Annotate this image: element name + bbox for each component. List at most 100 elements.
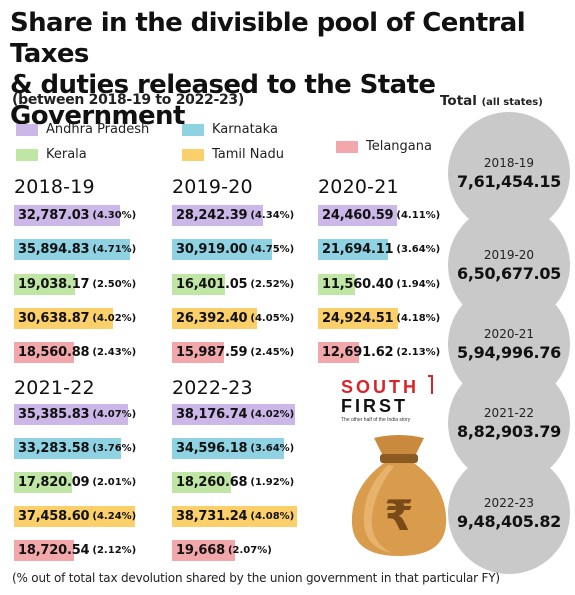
footnote: (% out of total tax devolution shared by… bbox=[12, 571, 500, 585]
bar-tamil-nadu: 30,638.87 (4.02%) bbox=[14, 307, 136, 329]
bar-percent-label: (3.64%) bbox=[396, 244, 441, 256]
bar-value-label: 24,460.59 bbox=[322, 208, 394, 223]
legend-label: Karnataka bbox=[212, 122, 278, 137]
legend-label: Telangana bbox=[366, 139, 432, 154]
total-value: 6,50,677.05 bbox=[457, 263, 561, 283]
total-value: 8,82,903.79 bbox=[457, 421, 561, 441]
bar-value-label: 30,638.87 bbox=[18, 310, 90, 326]
legend-swatch bbox=[16, 148, 38, 161]
bar-value-label: 21,694.11 bbox=[322, 242, 394, 258]
bar-value-label: 15,987.59 bbox=[176, 345, 248, 361]
total-year: 2018-19 bbox=[483, 155, 535, 170]
legend-swatch bbox=[336, 140, 358, 153]
legend-swatch bbox=[182, 123, 204, 136]
bar-tamil-nadu: 37,458.60 (4.24%) bbox=[14, 506, 137, 527]
bar-percent-label: (4.18%) bbox=[396, 312, 441, 324]
logo-word-2: FIRST bbox=[341, 396, 408, 416]
bar-value-label: 18,720.54 bbox=[18, 543, 90, 558]
period-subtitle: (between 2018-19 to 2022-23) bbox=[12, 92, 244, 108]
bar-percent-label: (4.71%) bbox=[92, 244, 137, 256]
bar-percent-label: (2.13%) bbox=[396, 347, 441, 359]
bar-andhra-pradesh: 38,176.74 (4.02%) bbox=[172, 404, 295, 425]
bar-value-label: 28,242.39 bbox=[176, 208, 248, 223]
bar-karnataka: 33,283.58 (3.76%) bbox=[14, 438, 136, 459]
bar-percent-label: (2.43%) bbox=[92, 347, 137, 359]
year-label: 2018-19 bbox=[14, 176, 95, 198]
legend-item: Karnataka bbox=[182, 122, 278, 137]
bar-kerala: 17,820.09 (2.01%) bbox=[14, 472, 136, 493]
legend-label: Kerala bbox=[46, 147, 87, 162]
bar-value-label: 16,401.05 bbox=[176, 276, 248, 292]
year-label: 2020-21 bbox=[318, 176, 399, 198]
bar-telangana: 19,668 (2.07%) bbox=[172, 540, 272, 561]
total-value: 9,48,405.82 bbox=[457, 511, 561, 531]
totals-header-sub: (all states) bbox=[481, 97, 543, 108]
bar-percent-label: (4.02%) bbox=[92, 312, 137, 324]
totals-header: Total (all states) bbox=[440, 93, 543, 109]
bar-value-label: 18,560.88 bbox=[18, 345, 90, 361]
bar-percent-label: (4.24%) bbox=[92, 511, 137, 522]
year-label: 2021-22 bbox=[14, 377, 95, 399]
bar-karnataka: 34,596.18 (3.64%) bbox=[172, 438, 294, 459]
bar-percent-label: (3.76%) bbox=[92, 443, 137, 454]
bar-telangana: 12,691.62 (2.13%) bbox=[318, 342, 440, 364]
bar-percent-label: (2.12%) bbox=[92, 545, 137, 556]
bar-kerala: 19,038.17 (2.50%) bbox=[14, 273, 136, 295]
bar-kerala: 16,401.05 (2.52%) bbox=[172, 273, 294, 295]
bar-percent-label: (3.64%) bbox=[250, 443, 295, 454]
legend-label: Tamil Nadu bbox=[212, 147, 284, 162]
bar-andhra-pradesh: 32,787.03 (4.30%) bbox=[14, 205, 136, 226]
legend-label: Andhra Pradesh bbox=[46, 122, 150, 137]
legend-item: Kerala bbox=[16, 147, 87, 162]
logo-tagline: The other half of the India story bbox=[341, 417, 411, 423]
bar-percent-label: (4.07%) bbox=[92, 409, 137, 420]
year-label: 2019-20 bbox=[172, 176, 253, 198]
total-year: 2020-21 bbox=[483, 326, 535, 341]
bar-value-label: 18,260.68 bbox=[176, 475, 248, 490]
bar-percent-label: (2.52%) bbox=[250, 278, 295, 290]
bar-karnataka: 30,919.00 (4.75%) bbox=[172, 239, 294, 261]
bar-percent-label: (2.07%) bbox=[227, 545, 272, 556]
title-line-2: & duties released to the State Governmen… bbox=[10, 70, 436, 131]
bar-percent-label: (1.92%) bbox=[250, 477, 295, 488]
bar-telangana: 18,720.54 (2.12%) bbox=[14, 540, 136, 561]
bar-percent-label: (4.11%) bbox=[396, 210, 441, 221]
bar-value-label: 24,924.51 bbox=[322, 310, 394, 326]
bar-value-label: 26,392.40 bbox=[176, 310, 248, 326]
bar-percent-label: (2.45%) bbox=[250, 347, 295, 359]
bar-value-label: 33,283.58 bbox=[18, 441, 90, 456]
total-year: 2019-20 bbox=[483, 247, 535, 262]
total-circle: 2022-23 9,48,405.82 bbox=[448, 452, 570, 574]
bar-tamil-nadu: 38,731.24 (4.08%) bbox=[172, 506, 297, 527]
bar-value-label: 35,385.83 bbox=[18, 407, 90, 422]
bar-value-label: 32,787.03 bbox=[18, 208, 90, 223]
bar-tamil-nadu: 24,924.51 (4.18%) bbox=[318, 307, 440, 329]
legend-swatch bbox=[182, 148, 204, 161]
totals-header-label: Total bbox=[440, 93, 477, 109]
bar-percent-label: (4.30%) bbox=[92, 210, 137, 221]
bar-percent-label: (2.01%) bbox=[92, 477, 137, 488]
legend-item: Andhra Pradesh bbox=[16, 122, 149, 137]
total-year: 2022-23 bbox=[483, 495, 535, 510]
bar-value-label: 11,560.40 bbox=[322, 276, 394, 292]
infographic-title: Share in the divisible pool of Central T… bbox=[10, 8, 570, 132]
legend-item: Telangana bbox=[336, 139, 432, 154]
bar-karnataka: 35,894.83 (4.71%) bbox=[14, 239, 136, 261]
bar-kerala: 11,560.40 (1.94%) bbox=[318, 273, 440, 295]
bar-percent-label: (1.94%) bbox=[396, 278, 441, 290]
bar-value-label: 30,919.00 bbox=[176, 242, 248, 258]
bar-value-label: 12,691.62 bbox=[322, 345, 394, 361]
bar-percent-label: (4.05%) bbox=[250, 312, 295, 324]
bar-andhra-pradesh: 28,242.39 (4.34%) bbox=[172, 205, 294, 226]
bar-value-label: 19,668 bbox=[176, 543, 225, 558]
svg-text:₹: ₹ bbox=[384, 491, 413, 540]
total-value: 5,94,996.76 bbox=[457, 342, 561, 362]
bar-value-label: 37,458.60 bbox=[18, 509, 90, 524]
bar-value-label: 38,176.74 bbox=[176, 407, 248, 422]
total-year: 2021-22 bbox=[483, 405, 535, 420]
money-bag-icon: ₹ bbox=[351, 435, 447, 556]
bar-telangana: 15,987.59 (2.45%) bbox=[172, 342, 294, 364]
year-label: 2022-23 bbox=[172, 377, 253, 399]
bar-karnataka: 21,694.11 (3.64%) bbox=[318, 239, 440, 261]
bar-value-label: 35,894.83 bbox=[18, 242, 90, 258]
